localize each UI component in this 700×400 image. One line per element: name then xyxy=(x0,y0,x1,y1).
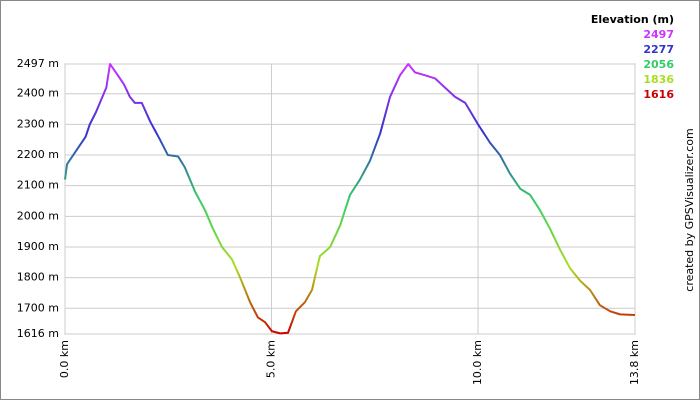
legend-value: 1616 xyxy=(643,88,674,101)
plot-area xyxy=(64,63,636,335)
legend-value: 1836 xyxy=(643,73,674,86)
y-tick-label: 2000 m xyxy=(17,209,59,222)
y-tick-label: 1700 m xyxy=(17,301,59,314)
y-tick-label: 2200 m xyxy=(17,148,59,161)
x-tick-label: 13.8 km xyxy=(628,340,641,385)
y-tick-label: 1800 m xyxy=(17,271,59,284)
legend-value: 2497 xyxy=(643,28,674,41)
legend-value: 2277 xyxy=(643,43,674,56)
x-tick-label: 5.0 km xyxy=(265,340,278,378)
y-tick-label: 2300 m xyxy=(17,117,59,130)
y-tick-label: 2100 m xyxy=(17,179,59,192)
legend-title: Elevation (m) xyxy=(591,13,674,26)
x-tick-label: 10.0 km xyxy=(471,340,484,385)
y-tick-label: 2497 m xyxy=(17,57,59,70)
x-tick-label: 0.0 km xyxy=(58,340,71,378)
y-tick-label: 2400 m xyxy=(17,87,59,100)
elevation-line xyxy=(64,63,636,335)
y-tick-label: 1900 m xyxy=(17,240,59,253)
y-tick-label: 1616 m xyxy=(17,327,59,340)
legend-value: 2056 xyxy=(643,58,674,71)
credit: created by GPSVisualizer.com xyxy=(683,128,696,291)
